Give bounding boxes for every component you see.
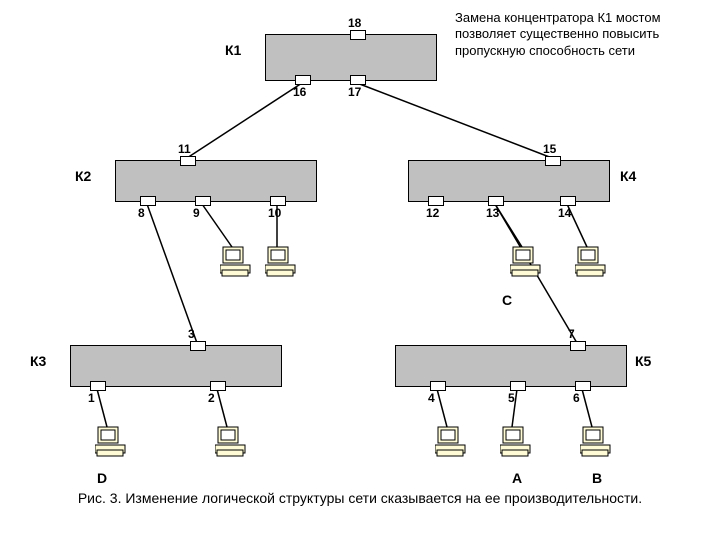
hub-K1 — [265, 34, 437, 81]
port-18 — [350, 30, 366, 40]
port-label-9: 9 — [193, 206, 200, 220]
port-1 — [90, 381, 106, 391]
hub-label-K2: К2 — [75, 168, 91, 184]
pc-label-B: B — [592, 470, 602, 486]
port-2 — [210, 381, 226, 391]
port-label-4: 4 — [428, 391, 435, 405]
port-13 — [488, 196, 504, 206]
port-5 — [510, 381, 526, 391]
port-label-10: 10 — [268, 206, 281, 220]
port-label-8: 8 — [138, 206, 145, 220]
port-label-12: 12 — [426, 206, 439, 220]
hub-label-K5: К5 — [635, 353, 651, 369]
port-label-5: 5 — [508, 391, 515, 405]
computer-icon — [575, 245, 609, 284]
port-6 — [575, 381, 591, 391]
port-label-2: 2 — [208, 391, 215, 405]
computer-icon — [500, 425, 534, 464]
port-8 — [140, 196, 156, 206]
port-label-11: 11 — [178, 142, 191, 156]
port-label-14: 14 — [558, 206, 571, 220]
computer-icon — [95, 425, 129, 464]
pc-label-C: C — [502, 292, 512, 308]
port-14 — [560, 196, 576, 206]
computer-icon — [580, 425, 614, 464]
port-label-16: 16 — [293, 85, 306, 99]
computer-icon — [265, 245, 299, 284]
port-label-17: 17 — [348, 85, 361, 99]
computer-icon — [510, 245, 544, 284]
port-4 — [430, 381, 446, 391]
port-12 — [428, 196, 444, 206]
port-label-18: 18 — [348, 16, 361, 30]
annotation-text: Замена концентратора К1 мостом позволяет… — [455, 10, 705, 59]
port-label-13: 13 — [486, 206, 499, 220]
computer-icon — [435, 425, 469, 464]
port-16 — [295, 75, 311, 85]
port-15 — [545, 156, 561, 166]
port-10 — [270, 196, 286, 206]
port-17 — [350, 75, 366, 85]
hub-label-K4: К4 — [620, 168, 636, 184]
hub-label-K3: К3 — [30, 353, 46, 369]
port-3 — [190, 341, 206, 351]
port-label-3: 3 — [188, 327, 195, 341]
hub-label-K1: К1 — [225, 42, 241, 58]
port-9 — [195, 196, 211, 206]
port-label-15: 15 — [543, 142, 556, 156]
computer-icon — [220, 245, 254, 284]
pc-label-A: A — [512, 470, 522, 486]
pc-label-D: D — [97, 470, 107, 486]
figure-caption: Рис. 3. Изменение логической структуры с… — [0, 490, 720, 506]
port-7 — [570, 341, 586, 351]
port-11 — [180, 156, 196, 166]
port-label-6: 6 — [573, 391, 580, 405]
port-label-1: 1 — [88, 391, 95, 405]
port-label-7: 7 — [568, 327, 575, 341]
computer-icon — [215, 425, 249, 464]
